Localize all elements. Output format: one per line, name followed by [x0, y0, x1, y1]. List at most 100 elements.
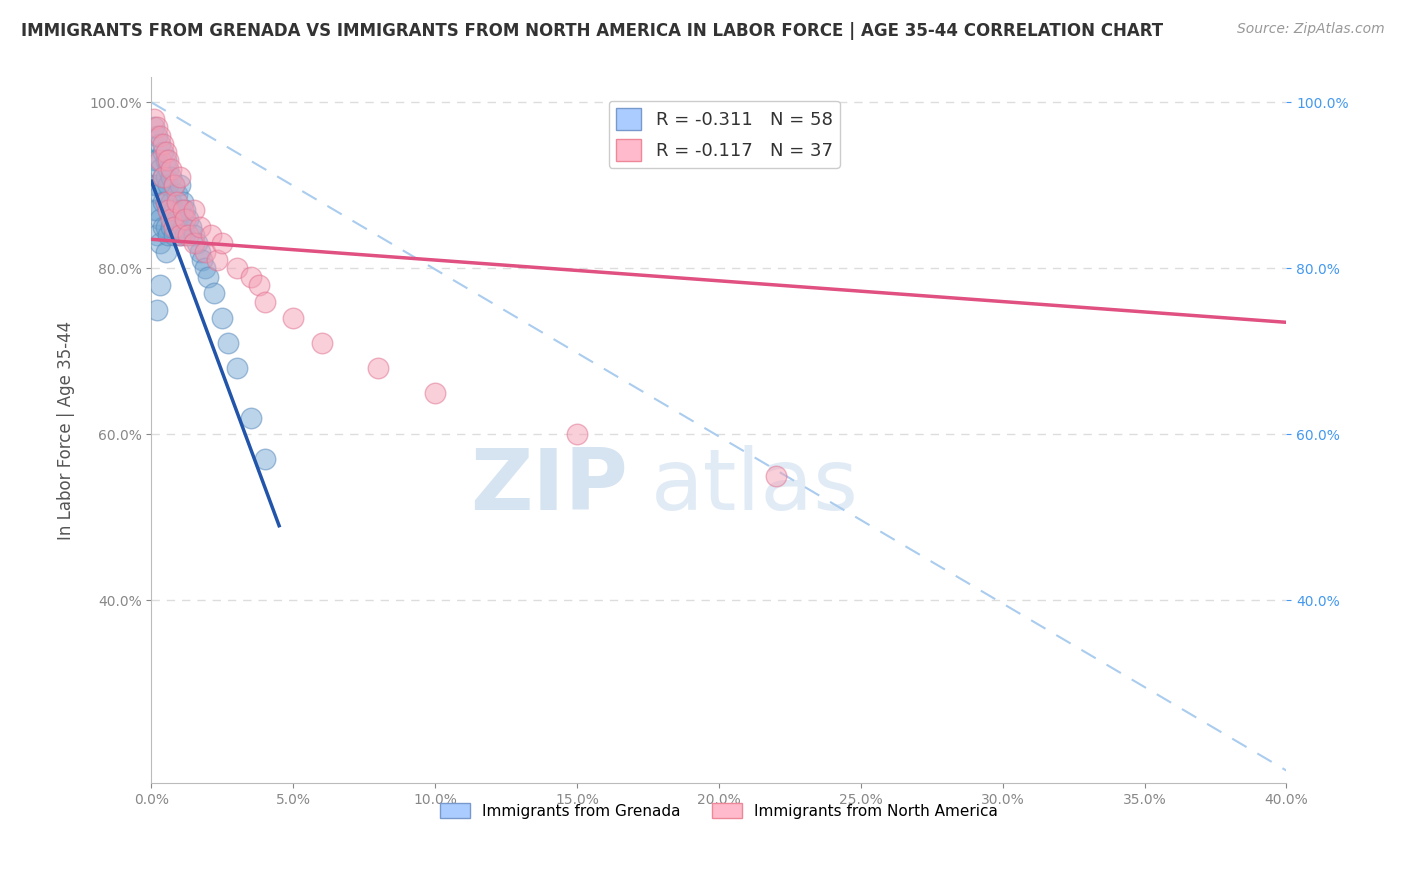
Point — [152, 219, 174, 234]
Point — [174, 211, 197, 226]
Point — [149, 236, 172, 251]
Point — [177, 211, 200, 226]
Point — [163, 178, 186, 193]
Point — [163, 219, 186, 234]
Point — [169, 228, 191, 243]
Point — [149, 153, 172, 168]
Y-axis label: In Labor Force | Age 35-44: In Labor Force | Age 35-44 — [58, 321, 75, 540]
Point — [149, 186, 172, 201]
Text: ZIP: ZIP — [471, 445, 628, 528]
Point — [367, 361, 389, 376]
Point — [166, 194, 188, 209]
Point — [565, 427, 588, 442]
Point — [143, 120, 166, 135]
Point — [160, 194, 183, 209]
Point — [155, 194, 177, 209]
Point — [166, 211, 188, 226]
Point — [311, 336, 333, 351]
Point — [253, 452, 276, 467]
Point — [174, 228, 197, 243]
Point — [225, 261, 247, 276]
Point — [247, 277, 270, 292]
Point — [157, 228, 180, 243]
Point — [202, 286, 225, 301]
Point — [169, 228, 191, 243]
Point — [152, 136, 174, 151]
Point — [172, 203, 194, 218]
Point — [152, 194, 174, 209]
Point — [149, 161, 172, 176]
Legend: Immigrants from Grenada, Immigrants from North America: Immigrants from Grenada, Immigrants from… — [433, 797, 1004, 825]
Point — [157, 161, 180, 176]
Point — [155, 153, 177, 168]
Point — [160, 169, 183, 184]
Point — [253, 294, 276, 309]
Point — [217, 336, 239, 351]
Point — [157, 203, 180, 218]
Point — [172, 194, 194, 209]
Point — [169, 169, 191, 184]
Point — [155, 169, 177, 184]
Point — [188, 244, 211, 259]
Point — [166, 186, 188, 201]
Point — [149, 277, 172, 292]
Point — [163, 203, 186, 218]
Point — [191, 253, 214, 268]
Text: atlas: atlas — [651, 445, 859, 528]
Point — [205, 253, 228, 268]
Point — [157, 178, 180, 193]
Point — [152, 145, 174, 160]
Point — [143, 153, 166, 168]
Point — [183, 236, 205, 251]
Point — [163, 228, 186, 243]
Point — [239, 410, 262, 425]
Point — [149, 136, 172, 151]
Point — [183, 228, 205, 243]
Point — [283, 311, 305, 326]
Point — [146, 153, 169, 168]
Point — [155, 145, 177, 160]
Point — [186, 236, 208, 251]
Point — [143, 203, 166, 218]
Point — [143, 178, 166, 193]
Point — [146, 228, 169, 243]
Point — [160, 161, 183, 176]
Point — [160, 219, 183, 234]
Point — [155, 194, 177, 209]
Point — [146, 120, 169, 135]
Point — [765, 469, 787, 483]
Point — [183, 203, 205, 218]
Point — [149, 211, 172, 226]
Point — [163, 178, 186, 193]
Point — [149, 128, 172, 143]
Text: IMMIGRANTS FROM GRENADA VS IMMIGRANTS FROM NORTH AMERICA IN LABOR FORCE | AGE 35: IMMIGRANTS FROM GRENADA VS IMMIGRANTS FR… — [21, 22, 1163, 40]
Point — [155, 244, 177, 259]
Point — [152, 169, 174, 184]
Point — [200, 228, 222, 243]
Point — [172, 219, 194, 234]
Text: Source: ZipAtlas.com: Source: ZipAtlas.com — [1237, 22, 1385, 37]
Point — [146, 128, 169, 143]
Point — [157, 203, 180, 218]
Point — [160, 211, 183, 226]
Point — [197, 269, 219, 284]
Point — [143, 112, 166, 126]
Point — [146, 178, 169, 193]
Point — [211, 236, 233, 251]
Point — [177, 228, 200, 243]
Point — [174, 203, 197, 218]
Point — [155, 219, 177, 234]
Point — [239, 269, 262, 284]
Point — [146, 203, 169, 218]
Point — [425, 385, 447, 400]
Point — [188, 219, 211, 234]
Point — [169, 178, 191, 193]
Point — [169, 203, 191, 218]
Point — [211, 311, 233, 326]
Point — [146, 302, 169, 317]
Point — [194, 261, 217, 276]
Point — [225, 361, 247, 376]
Point — [152, 169, 174, 184]
Point — [194, 244, 217, 259]
Point — [157, 153, 180, 168]
